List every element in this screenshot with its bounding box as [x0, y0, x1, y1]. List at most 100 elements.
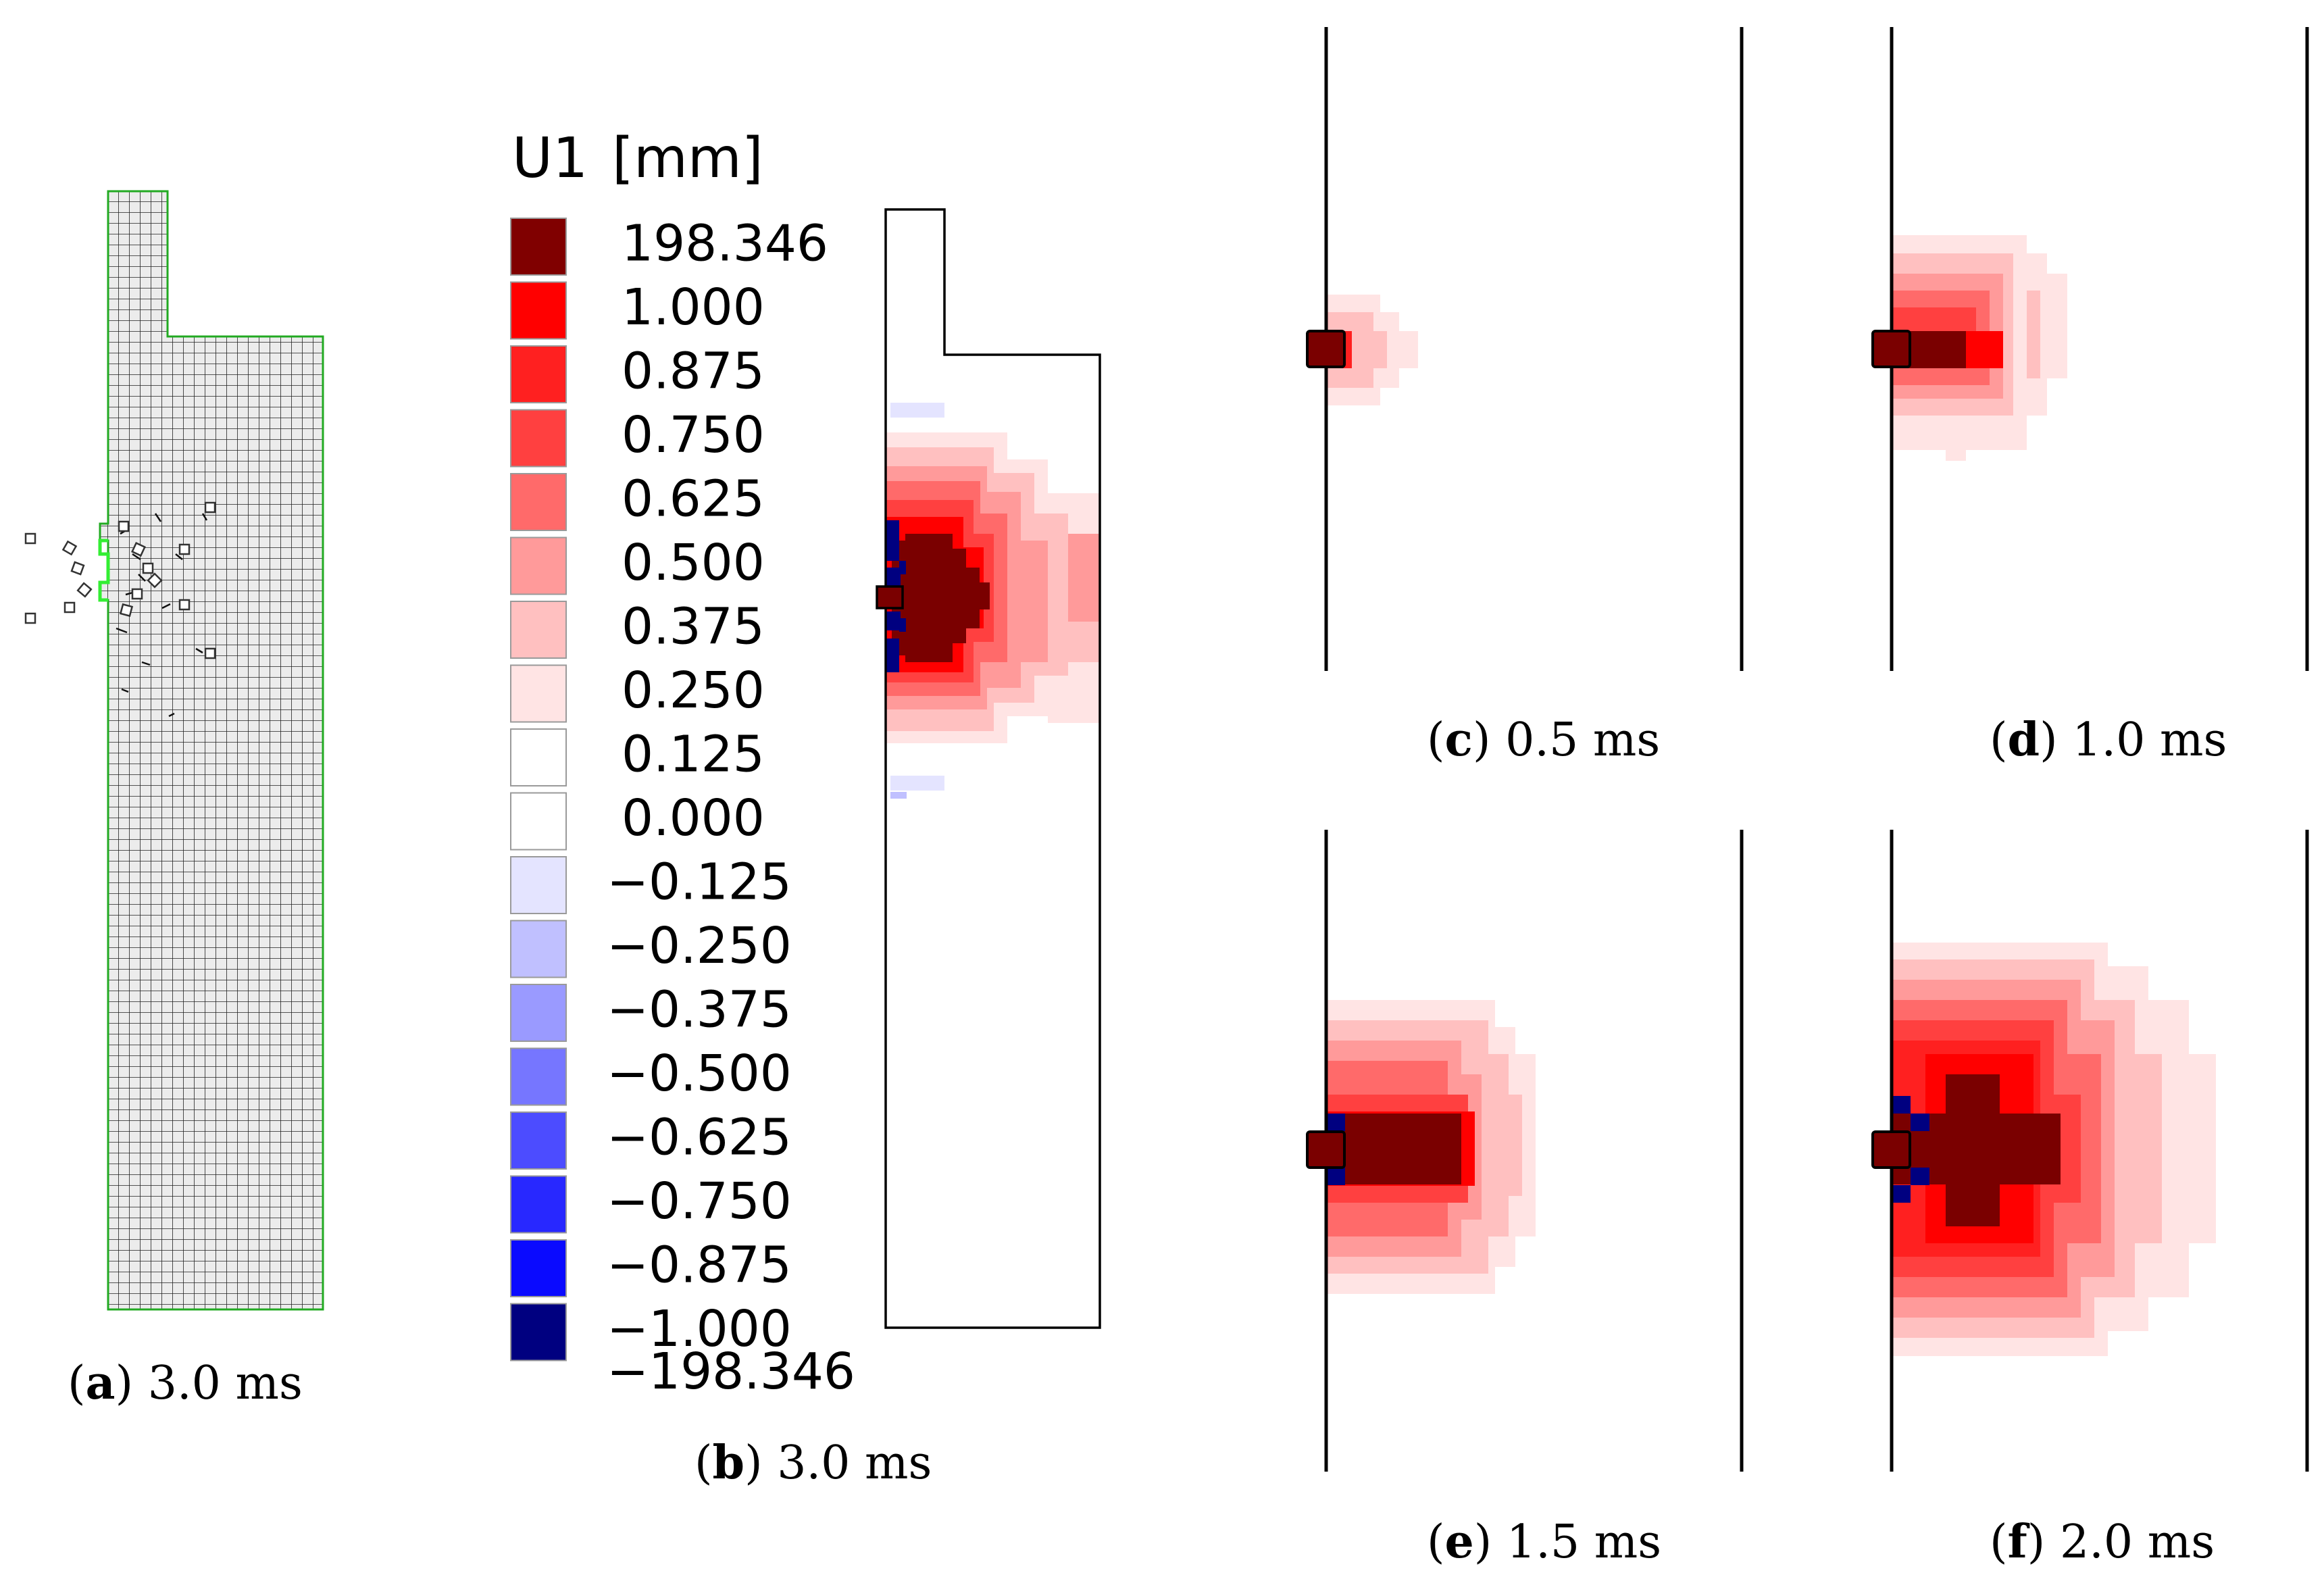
legend-swatch — [510, 1239, 567, 1297]
contour-cells — [1892, 943, 2216, 1356]
legend-bottom-label: −198.346 — [607, 1343, 855, 1401]
legend-value: 1.000 — [622, 278, 765, 336]
contour-cell — [890, 776, 944, 791]
contour-cell — [2135, 1054, 2162, 1243]
contour-cell — [1068, 622, 1100, 662]
legend-swatch — [510, 1047, 567, 1106]
fragment — [24, 532, 36, 545]
ejected-fragments — [24, 501, 216, 659]
contour-cell — [890, 403, 944, 418]
fragment — [119, 603, 134, 618]
legend-value: 0.875 — [622, 343, 765, 401]
projectile — [1871, 330, 1911, 368]
legend-swatches — [510, 218, 567, 1361]
legend-swatch — [510, 856, 567, 914]
fragment — [61, 540, 78, 556]
contour-cell — [1326, 1114, 1345, 1131]
legend-value: 0.375 — [622, 598, 765, 656]
contour-cell — [1911, 1168, 1929, 1185]
fragment — [147, 572, 163, 589]
legend-value: −0.500 — [607, 1045, 792, 1103]
legend-value: 0.500 — [622, 534, 765, 592]
contour-cell — [1509, 1095, 1522, 1196]
contour-cell — [2189, 1054, 2216, 1243]
legend-value: −0.750 — [607, 1172, 792, 1230]
contour-cell — [1399, 331, 1418, 368]
mesh-body — [99, 190, 324, 1311]
legend-unit: [mm] — [612, 126, 763, 191]
contour-cell — [905, 534, 953, 662]
legend-swatch — [510, 792, 567, 851]
contour-cell — [1966, 331, 2003, 368]
projectile — [1306, 1130, 1346, 1169]
fragment — [64, 601, 76, 614]
projectile — [1306, 330, 1346, 368]
contour-cell — [1068, 534, 1100, 622]
legend-value: 0.750 — [622, 406, 765, 464]
contour-cell — [899, 561, 906, 574]
legend-value: −0.375 — [607, 981, 792, 1039]
caption-a: (a) 3.0 ms — [68, 1356, 303, 1410]
legend-swatch — [510, 664, 567, 723]
contour-cell — [1373, 331, 1387, 368]
caption-c: (c) 0.5 ms — [1427, 713, 1660, 767]
fragment — [118, 520, 130, 532]
projectile — [876, 585, 904, 609]
fragment — [76, 582, 93, 598]
contour-cell — [953, 549, 966, 643]
legend-value: 0.625 — [622, 470, 765, 528]
legend-swatch — [510, 218, 567, 276]
panel-b — [876, 208, 1101, 1329]
caption-b: (b) 3.0 ms — [694, 1436, 932, 1490]
contour-cell — [899, 618, 906, 632]
contour-cell — [1892, 1185, 1911, 1203]
contour-cell — [2047, 274, 2067, 378]
legend-swatch — [510, 1111, 567, 1170]
legend-swatch — [510, 728, 567, 786]
contour-cell — [886, 568, 901, 586]
legend-swatch — [510, 281, 567, 340]
legend-swatch — [510, 1303, 567, 1361]
panel-c — [1306, 27, 1744, 671]
crater-outline — [98, 539, 110, 602]
legend-swatch — [510, 473, 567, 531]
panel-e — [1306, 830, 1744, 1472]
legend-variable: U1 — [512, 126, 588, 191]
legend-value: −0.625 — [607, 1109, 792, 1167]
target-outline — [884, 208, 1101, 1329]
legend-swatch — [510, 345, 567, 403]
caption-e: (e) 1.5 ms — [1427, 1515, 1661, 1569]
legend-value: 198.346 — [622, 215, 828, 273]
contour-cell — [1892, 1096, 1911, 1114]
legend-value: −0.875 — [607, 1236, 792, 1295]
contour-cells — [886, 403, 1100, 799]
legend-swatch — [510, 1175, 567, 1234]
legend-value: −0.125 — [607, 853, 792, 911]
fragment — [178, 543, 191, 555]
fragment — [178, 599, 191, 611]
contour-cell — [966, 568, 980, 628]
caption-d: (d) 1.0 ms — [1990, 713, 2227, 767]
contour-cell — [1488, 1054, 1509, 1236]
legend-swatch — [510, 601, 567, 659]
fragment — [142, 562, 154, 574]
contour-cell — [980, 582, 990, 609]
contour-cell — [1911, 1114, 1929, 1131]
contour-cell — [1326, 1114, 1461, 1184]
legend-value: 0.125 — [622, 726, 765, 784]
fragment — [131, 588, 143, 600]
caption-f: (f) 2.0 ms — [1990, 1515, 2215, 1569]
fragment — [70, 561, 85, 576]
legend-value: −1.000 — [607, 1300, 792, 1358]
contour-cell — [2027, 291, 2040, 378]
fragment — [204, 647, 216, 659]
panel-f — [1871, 830, 2309, 1472]
legend-value: 0.250 — [622, 661, 765, 720]
legend-swatch — [510, 920, 567, 978]
legend-swatch — [510, 984, 567, 1042]
legend-value: −0.250 — [607, 917, 792, 975]
contour-cell — [886, 520, 899, 561]
contour-cells — [1892, 235, 2067, 461]
